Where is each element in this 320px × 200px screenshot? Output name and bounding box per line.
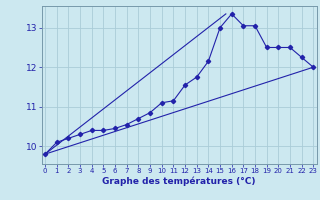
X-axis label: Graphe des températures (°C): Graphe des températures (°C) — [102, 177, 256, 186]
